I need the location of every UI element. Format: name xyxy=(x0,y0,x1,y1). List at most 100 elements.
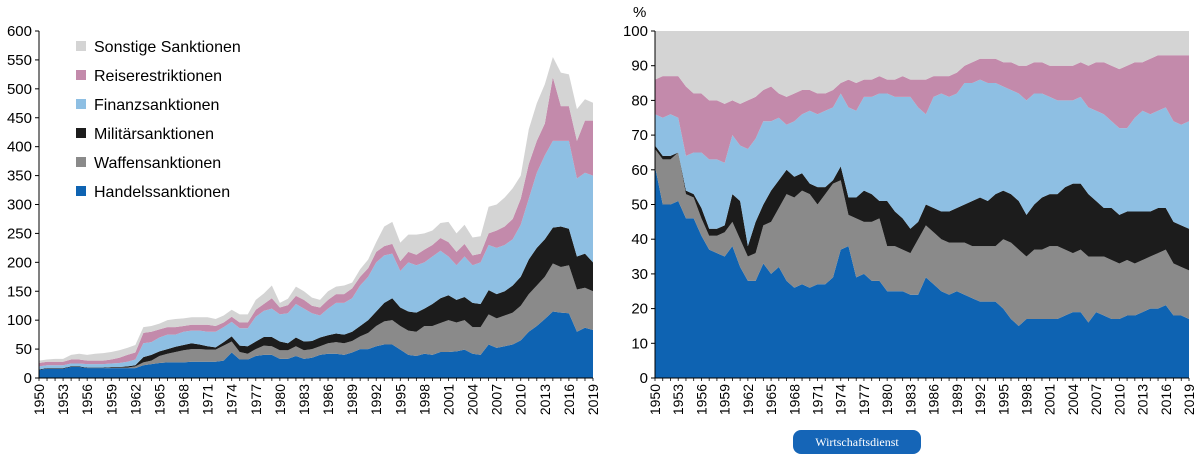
y-tick-label: 250 xyxy=(7,225,32,242)
area-militaer xyxy=(655,145,1189,271)
y-tick-label: 0 xyxy=(24,370,32,387)
x-tick-label: 1962 xyxy=(740,384,756,415)
x-tick-label: 1998 xyxy=(1018,384,1034,415)
x-tick-label: 1989 xyxy=(949,384,965,415)
x-tick-label: 1977 xyxy=(248,384,264,415)
absolute-sanctions-chart: 0 50 100 150 200 250 300 350 400 450 500 550 600 1950… xyxy=(7,23,601,415)
legend-label-handel: Handelssanktionen xyxy=(94,184,230,201)
x-tick-label: 1983 xyxy=(902,384,918,415)
x-tick-label: 1971 xyxy=(200,384,216,415)
x-tick-label: 2013 xyxy=(1135,384,1151,415)
y-tick-label: 100 xyxy=(623,23,648,40)
legend-label-reise: Reiserestriktionen xyxy=(94,68,222,85)
y-tick-label: 150 xyxy=(7,283,32,300)
legend-swatch-waffen xyxy=(76,157,86,167)
x-tick-label: 1977 xyxy=(856,384,872,415)
y-tick-label: 300 xyxy=(7,197,32,214)
x-tick-label: 1992 xyxy=(368,384,384,415)
legend-label-finanz: Finanzsanktionen xyxy=(94,97,219,114)
x-tick-label: 2010 xyxy=(1111,384,1127,415)
x-tick-label: 1971 xyxy=(810,384,826,415)
legend-swatch-reise xyxy=(76,70,86,80)
x-tick-label: 1986 xyxy=(926,384,942,415)
y-tick-label: 70 xyxy=(631,127,648,144)
x-tick-label: 1983 xyxy=(296,384,312,415)
area-reise xyxy=(655,55,1189,163)
legend-swatch-finanz xyxy=(76,99,86,109)
area-handel xyxy=(39,311,593,378)
x-tick-label: 1998 xyxy=(416,384,432,415)
wirtschaftsdienst-badge: Wirtschaftsdienst xyxy=(793,430,921,454)
y-tick-label: 450 xyxy=(7,110,32,127)
legend-label-militaer: Militärsanktionen xyxy=(94,126,214,143)
legend-swatch-handel xyxy=(76,186,86,196)
x-tick-label: 1962 xyxy=(127,384,143,415)
legend-swatch-sonstige xyxy=(76,41,86,51)
x-tick-label: 1965 xyxy=(151,384,167,415)
x-tick-label: 1974 xyxy=(224,384,240,415)
x-tick-label: 1956 xyxy=(693,384,709,415)
x-tick-label: 2013 xyxy=(537,384,553,415)
y-tick-label: 600 xyxy=(7,23,32,40)
unit-label: % xyxy=(633,4,646,21)
area-handel xyxy=(655,166,1189,378)
y-tick-label: 550 xyxy=(7,52,32,69)
x-tick-label: 1974 xyxy=(833,384,849,415)
y-tick-label: 200 xyxy=(7,254,32,271)
legend-swatch-militaer xyxy=(76,128,86,138)
x-tick-label: 2004 xyxy=(465,384,481,415)
y-tick-label: 0 xyxy=(640,370,648,387)
area-sonstige xyxy=(39,57,593,363)
area-finanz xyxy=(655,79,1189,247)
area-waffen xyxy=(39,263,593,370)
y-tick-label: 20 xyxy=(631,301,648,318)
x-tick-label: 1965 xyxy=(763,384,779,415)
x-tick-label: 1959 xyxy=(103,384,119,415)
y-tick-label: 500 xyxy=(7,81,32,98)
y-tick-label: 30 xyxy=(631,266,648,283)
x-tick-label: 2007 xyxy=(1088,384,1104,415)
x-tick-label: 1995 xyxy=(392,384,408,415)
x-tick-label: 1980 xyxy=(879,384,895,415)
x-tick-label: 1986 xyxy=(320,384,336,415)
legend-label-sonstige: Sonstige Sanktionen xyxy=(94,39,241,56)
area-finanz xyxy=(39,140,593,370)
x-tick-label: 2001 xyxy=(1042,384,1058,415)
y-tick-label: 60 xyxy=(631,162,648,179)
area-militaer xyxy=(39,226,593,370)
y-tick-label: 100 xyxy=(7,312,32,329)
x-tick-label: 1953 xyxy=(670,384,686,415)
x-tick-label: 1959 xyxy=(717,384,733,415)
y-tick-label: 350 xyxy=(7,168,32,185)
x-tick-label: 1950 xyxy=(647,384,663,415)
x-tick-label: 2016 xyxy=(561,384,577,415)
y-tick-label: 400 xyxy=(7,139,32,156)
x-tick-label: 2019 xyxy=(1181,384,1197,415)
y-tick-label: 90 xyxy=(631,58,648,75)
x-tick-label: 1989 xyxy=(344,384,360,415)
area-sonstige xyxy=(655,31,1189,104)
x-tick-label: 1950 xyxy=(31,384,47,415)
x-tick-label: 1968 xyxy=(176,384,192,415)
y-tick-label: 10 xyxy=(631,335,648,352)
y-tick-label: 50 xyxy=(15,341,32,358)
x-tick-label: 2019 xyxy=(585,384,601,415)
x-tick-label: 1953 xyxy=(55,384,71,415)
share-sanctions-chart: 0 10 20 30 40 50 60 70 80 90 100 1950 1953 1956 1959 19… xyxy=(623,4,1197,415)
x-tick-label: 1956 xyxy=(79,384,95,415)
x-tick-label: 2001 xyxy=(440,384,456,415)
x-tick-label: 2016 xyxy=(1158,384,1174,415)
x-tick-label: 1968 xyxy=(786,384,802,415)
x-tick-label: 1995 xyxy=(995,384,1011,415)
y-tick-label: 80 xyxy=(631,92,648,109)
x-tick-label: 2010 xyxy=(513,384,529,415)
x-tick-label: 2007 xyxy=(489,384,505,415)
y-tick-label: 50 xyxy=(631,197,648,214)
x-tick-label: 1992 xyxy=(972,384,988,415)
y-tick-label: 40 xyxy=(631,231,648,248)
legend-label-waffen: Waffensanktionen xyxy=(94,155,221,172)
x-tick-label: 2004 xyxy=(1065,384,1081,415)
x-tick-label: 1980 xyxy=(272,384,288,415)
area-waffen xyxy=(655,148,1189,326)
